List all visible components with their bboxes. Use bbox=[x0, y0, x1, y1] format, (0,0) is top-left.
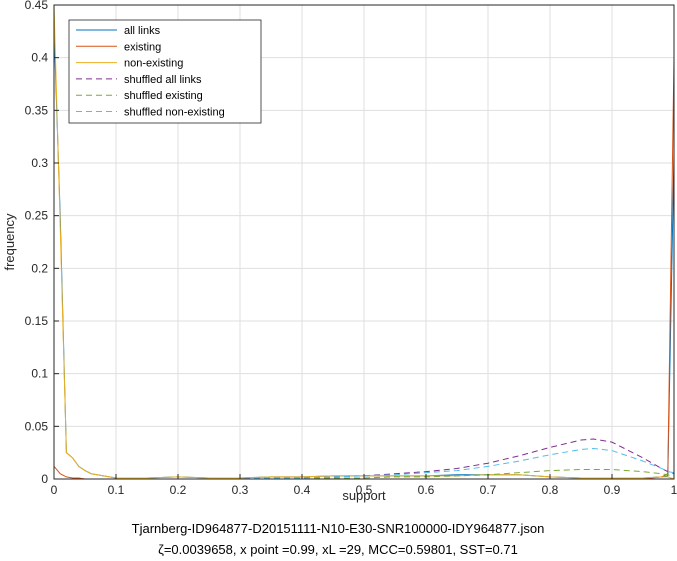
x-tick-label: 0.5 bbox=[356, 483, 373, 497]
y-axis-label: frequency bbox=[2, 213, 17, 271]
legend-label: existing bbox=[124, 41, 161, 53]
y-tick-label: 0.2 bbox=[31, 261, 48, 275]
legend-label: shuffled non-existing bbox=[124, 107, 225, 119]
x-tick-label: 1 bbox=[671, 483, 677, 497]
series-line-shuffled-existing bbox=[54, 469, 675, 480]
legend-label: all links bbox=[124, 25, 161, 37]
y-tick-label: 0.1 bbox=[31, 367, 48, 381]
x-tick-label: 0.6 bbox=[418, 483, 435, 497]
legend: all links existing non-existing shuffled al… bbox=[68, 19, 262, 124]
x-tick-label: 0 bbox=[51, 483, 58, 497]
legend-box bbox=[68, 19, 262, 124]
y-tick-label: 0.05 bbox=[25, 419, 49, 433]
series-line-shuffled-non-existing bbox=[54, 447, 675, 480]
y-tick-label: 0.4 bbox=[31, 51, 48, 65]
x-tick-label: 0.1 bbox=[108, 483, 125, 497]
y-tick-label: 0.3 bbox=[31, 156, 48, 170]
legend-label: shuffled existing bbox=[124, 90, 203, 102]
caption-stats: ζ=0.0039658, x point =0.99, xL =29, MCC=… bbox=[158, 542, 518, 557]
x-tick-label: 0.3 bbox=[232, 483, 249, 497]
caption-filename: Tjarnberg-ID964877-D20151111-N10-E30-SNR… bbox=[132, 521, 545, 536]
legend-label: shuffled all links bbox=[124, 74, 202, 86]
series-layer bbox=[53, 4, 675, 480]
x-tick-label: 0.7 bbox=[480, 483, 497, 497]
ticks: 0 0.1 0.2 0.3 0.4 0.5 0.6 0.7 0.8 0.9 1 0 0.05 0.1 0.1… bbox=[25, 0, 677, 497]
legend-label: non-existing bbox=[124, 58, 183, 70]
y-tick-label: 0.25 bbox=[25, 209, 49, 223]
x-axis-label: support bbox=[342, 488, 386, 503]
x-tick-label: 0.8 bbox=[542, 483, 559, 497]
x-tick-label: 0.2 bbox=[170, 483, 187, 497]
y-tick-label: 0.35 bbox=[25, 103, 49, 117]
x-tick-label: 0.4 bbox=[294, 483, 311, 497]
x-tick-label: 0.9 bbox=[604, 483, 621, 497]
y-tick-label: 0.15 bbox=[25, 314, 49, 328]
series-line-non-existing bbox=[53, 4, 675, 480]
y-tick-label: 0 bbox=[41, 472, 48, 486]
y-tick-label: 0.45 bbox=[25, 0, 49, 12]
